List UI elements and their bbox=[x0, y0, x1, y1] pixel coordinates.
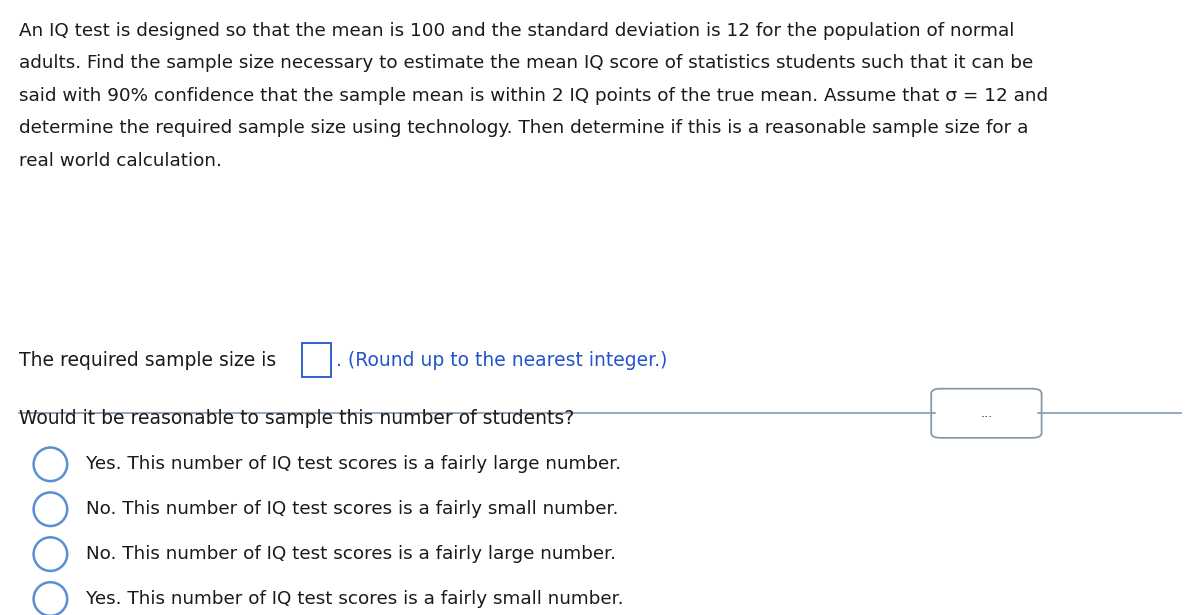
Text: Would it be reasonable to sample this number of students?: Would it be reasonable to sample this nu… bbox=[19, 409, 575, 428]
Text: adults. Find the sample size necessary to estimate the mean IQ score of statisti: adults. Find the sample size necessary t… bbox=[19, 54, 1033, 72]
Ellipse shape bbox=[34, 538, 67, 571]
Text: No. This number of IQ test scores is a fairly small number.: No. This number of IQ test scores is a f… bbox=[86, 500, 619, 518]
Ellipse shape bbox=[34, 582, 67, 615]
Text: An IQ test is designed so that the mean is 100 and the standard deviation is 12 : An IQ test is designed so that the mean … bbox=[19, 22, 1014, 39]
Text: No. This number of IQ test scores is a fairly large number.: No. This number of IQ test scores is a f… bbox=[86, 545, 617, 563]
Ellipse shape bbox=[34, 493, 67, 526]
Text: Yes. This number of IQ test scores is a fairly small number.: Yes. This number of IQ test scores is a … bbox=[86, 590, 624, 608]
Text: determine the required sample size using technology. Then determine if this is a: determine the required sample size using… bbox=[19, 119, 1028, 137]
FancyBboxPatch shape bbox=[931, 389, 1042, 438]
Text: The required sample size is: The required sample size is bbox=[19, 351, 282, 370]
Text: Yes. This number of IQ test scores is a fairly large number.: Yes. This number of IQ test scores is a … bbox=[86, 455, 622, 474]
Text: ...: ... bbox=[980, 407, 992, 420]
Text: said with 90% confidence that the sample mean is within 2 IQ points of the true : said with 90% confidence that the sample… bbox=[19, 87, 1049, 105]
Ellipse shape bbox=[34, 448, 67, 481]
Text: . (Round up to the nearest integer.): . (Round up to the nearest integer.) bbox=[336, 351, 667, 370]
Text: real world calculation.: real world calculation. bbox=[19, 152, 222, 170]
FancyBboxPatch shape bbox=[302, 343, 331, 377]
